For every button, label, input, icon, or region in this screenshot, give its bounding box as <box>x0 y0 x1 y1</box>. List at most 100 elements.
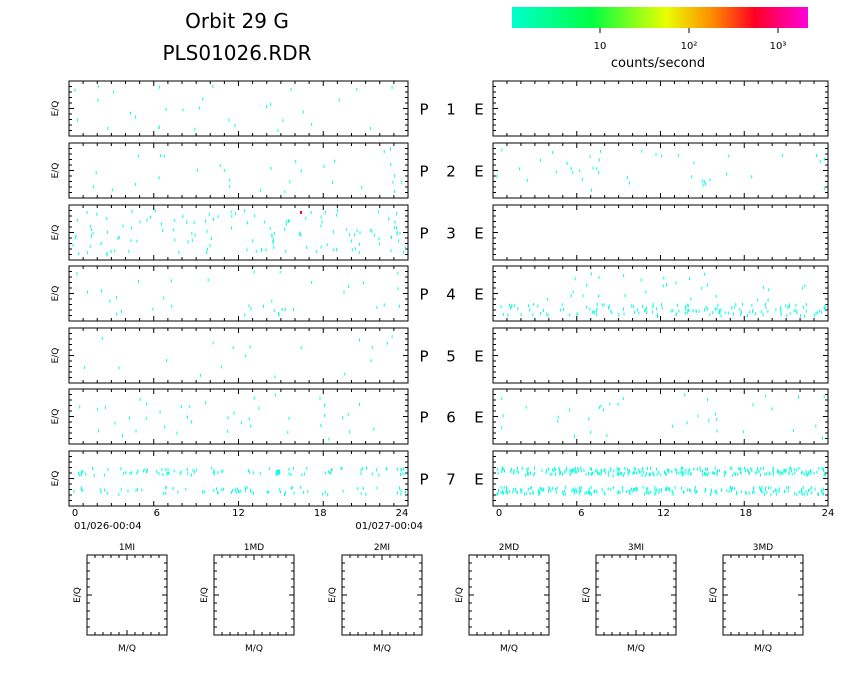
count-mark <box>272 239 274 243</box>
count-mark <box>250 488 252 492</box>
count-mark <box>701 473 703 477</box>
count-mark <box>643 492 645 496</box>
mass-ylabel: E/Q <box>582 587 592 603</box>
count-mark <box>772 469 774 473</box>
count-mark <box>804 314 806 318</box>
count-mark <box>142 469 144 473</box>
count-mark <box>623 274 625 277</box>
count-mark <box>397 467 399 471</box>
count-mark <box>695 310 697 313</box>
count-mark <box>796 468 798 472</box>
count-mark <box>711 488 712 492</box>
count-mark <box>182 108 184 112</box>
count-mark <box>805 472 807 476</box>
count-mark <box>193 221 195 224</box>
count-mark <box>402 472 404 476</box>
count-mark <box>716 429 718 433</box>
right-panel-1-frame <box>492 80 829 137</box>
count-mark <box>180 470 182 474</box>
count-mark <box>212 85 214 88</box>
count-mark <box>752 403 754 407</box>
count-mark <box>707 398 709 402</box>
count-mark <box>788 305 790 308</box>
count-mark <box>273 246 275 249</box>
count-mark <box>747 314 748 318</box>
count-mark <box>608 470 610 474</box>
count-mark <box>622 397 624 400</box>
count-mark <box>807 470 809 474</box>
count-mark <box>109 299 111 303</box>
count-mark <box>741 302 743 306</box>
count-mark <box>780 470 782 474</box>
count-mark <box>674 468 676 472</box>
count-mark <box>702 469 703 473</box>
count-mark <box>403 467 405 471</box>
left-x-tick-label: 0 <box>72 508 78 519</box>
count-mark <box>514 487 516 491</box>
count-mark <box>681 472 683 476</box>
count-mark <box>672 492 674 496</box>
count-mark <box>343 290 345 294</box>
count-mark <box>704 308 705 312</box>
count-mark <box>286 220 288 223</box>
count-mark <box>232 346 234 350</box>
count-mark <box>759 486 761 490</box>
count-mark <box>661 303 662 307</box>
count-mark <box>661 488 663 492</box>
count-mark <box>727 311 729 315</box>
count-mark <box>302 490 304 494</box>
count-mark <box>740 471 742 475</box>
count-mark <box>590 485 592 489</box>
count-mark <box>231 214 233 218</box>
count-mark <box>120 467 122 471</box>
count-mark <box>261 248 262 252</box>
count-mark <box>212 217 214 221</box>
count-mark <box>398 304 400 308</box>
count-mark <box>655 153 657 156</box>
count-mark <box>796 311 798 315</box>
count-mark <box>640 470 642 474</box>
count-mark <box>590 430 592 434</box>
count-mark <box>103 473 105 477</box>
count-mark <box>502 312 504 316</box>
count-mark <box>762 313 764 317</box>
count-mark <box>534 472 536 475</box>
count-mark <box>641 149 643 153</box>
count-mark <box>76 218 78 222</box>
count-mark <box>775 488 776 492</box>
mass-panel-frame <box>213 554 295 636</box>
count-mark <box>724 470 726 474</box>
count-mark <box>661 154 663 158</box>
count-mark <box>310 211 312 214</box>
count-mark <box>505 490 507 494</box>
count-mark <box>186 468 188 472</box>
count-mark <box>654 485 656 489</box>
count-mark <box>391 335 393 338</box>
count-mark <box>306 466 308 470</box>
count-mark <box>392 180 394 184</box>
count-mark <box>678 309 680 313</box>
count-mark <box>131 209 133 213</box>
count-mark <box>569 472 571 475</box>
count-mark <box>640 278 642 282</box>
count-mark <box>745 491 747 495</box>
count-mark <box>520 313 522 317</box>
count-mark <box>558 466 560 470</box>
count-mark <box>575 487 577 491</box>
count-mark <box>803 472 805 476</box>
count-mark <box>787 305 789 309</box>
ylabel-eq: E/Q <box>51 409 61 425</box>
count-mark <box>376 468 378 472</box>
count-mark <box>506 491 508 495</box>
count-mark <box>552 486 554 490</box>
count-mark <box>765 306 767 310</box>
count-mark <box>589 491 591 495</box>
panel-row-number: 5 <box>446 348 456 366</box>
left-x-tick-label: 12 <box>232 508 245 519</box>
count-mark <box>356 88 358 91</box>
count-mark <box>358 242 360 246</box>
count-mark <box>659 473 661 477</box>
count-mark <box>351 248 353 252</box>
count-mark <box>721 488 723 492</box>
count-mark <box>149 216 151 219</box>
